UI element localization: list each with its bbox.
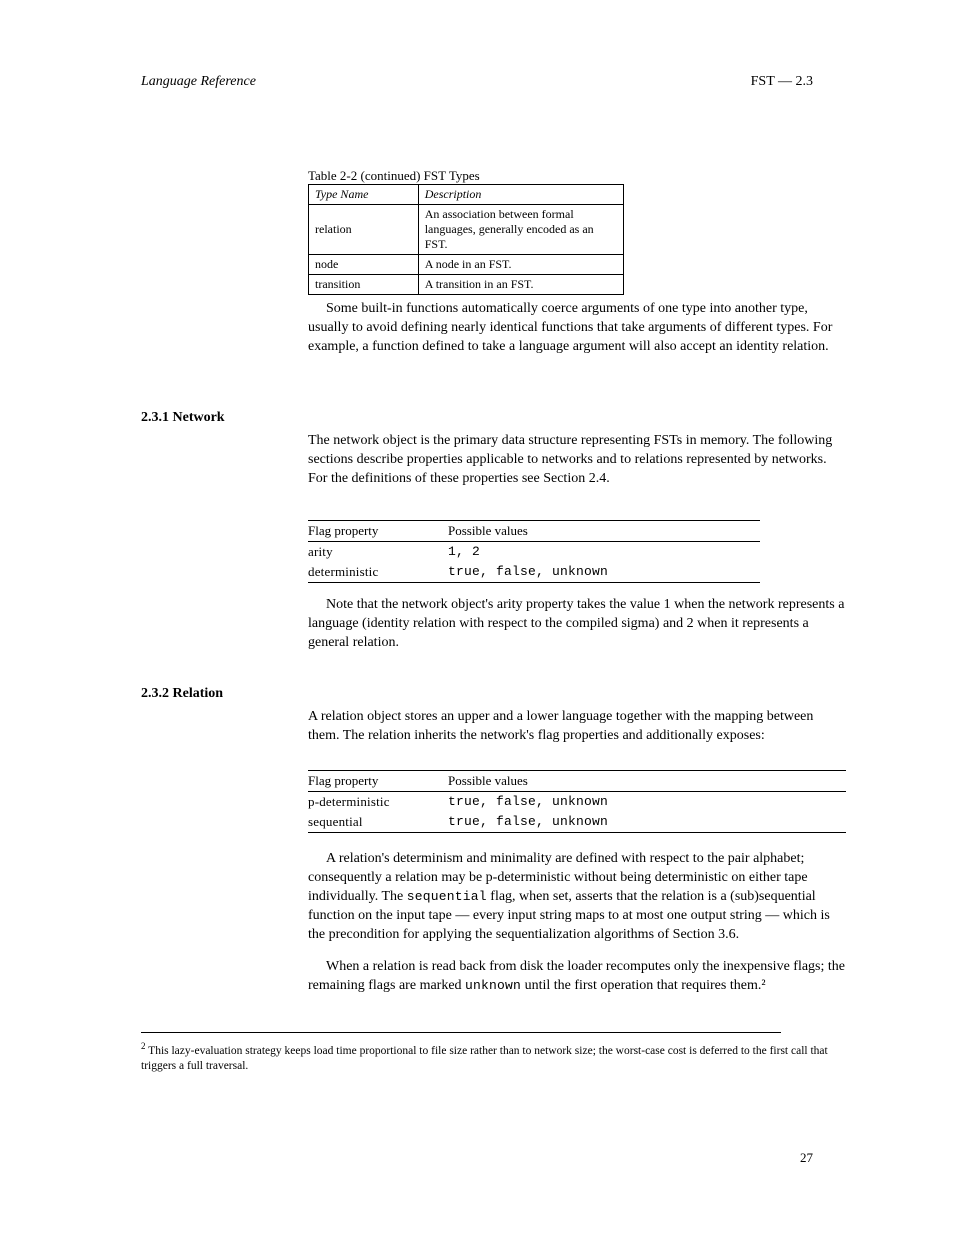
table-row: relationAn association between formal la… [309,205,624,255]
types-table: Type Name Description relationAn associa… [308,184,624,295]
table-row: arity 1, 2 [308,542,760,563]
relation-props-table: Flag property Possible values p-determin… [308,770,846,833]
paragraph: Some built-in functions automatically co… [308,300,846,357]
table-row: Flag property Possible values [308,521,760,542]
footnote-rule [141,1032,781,1033]
paragraph: When a relation is read back from disk t… [308,958,846,996]
footnote-text: This lazy-evaluation strategy keeps load… [141,1045,828,1073]
network-props-table: Flag property Possible values arity 1, 2… [308,520,760,583]
col-header: Type Name [309,185,419,205]
table-row: deterministic true, false, unknown [308,562,760,583]
paragraph: The network object is the primary data s… [308,432,846,489]
table-row: sequential true, false, unknown [308,812,846,833]
footnote: 2 This lazy-evaluation strategy keeps lo… [141,1040,841,1075]
table-row: p-deterministic true, false, unknown [308,792,846,813]
table-row: nodeA node in an FST. [309,255,624,275]
page: Language Reference FST — 2.3 Table 2-2 (… [0,0,954,1235]
running-head-left: Language Reference [141,74,256,90]
paragraph: Note that the network object's arity pro… [308,596,846,653]
col-header: Description [418,185,623,205]
page-number: 27 [800,1150,813,1166]
running-head-right: FST — 2.3 [751,74,813,90]
section-heading-relation: 2.3.2 Relation [141,686,223,702]
table-row: Type Name Description [309,185,624,205]
paragraph: A relation's determinism and minimality … [308,850,846,944]
table-caption: Table 2-2 (continued) FST Types [308,168,480,184]
table-row: Flag property Possible values [308,771,846,792]
table-row: transitionA transition in an FST. [309,275,624,295]
section-heading-network: 2.3.1 Network [141,410,225,426]
paragraph: A relation object stores an upper and a … [308,708,846,746]
footnote-marker: 2 [141,1041,146,1051]
